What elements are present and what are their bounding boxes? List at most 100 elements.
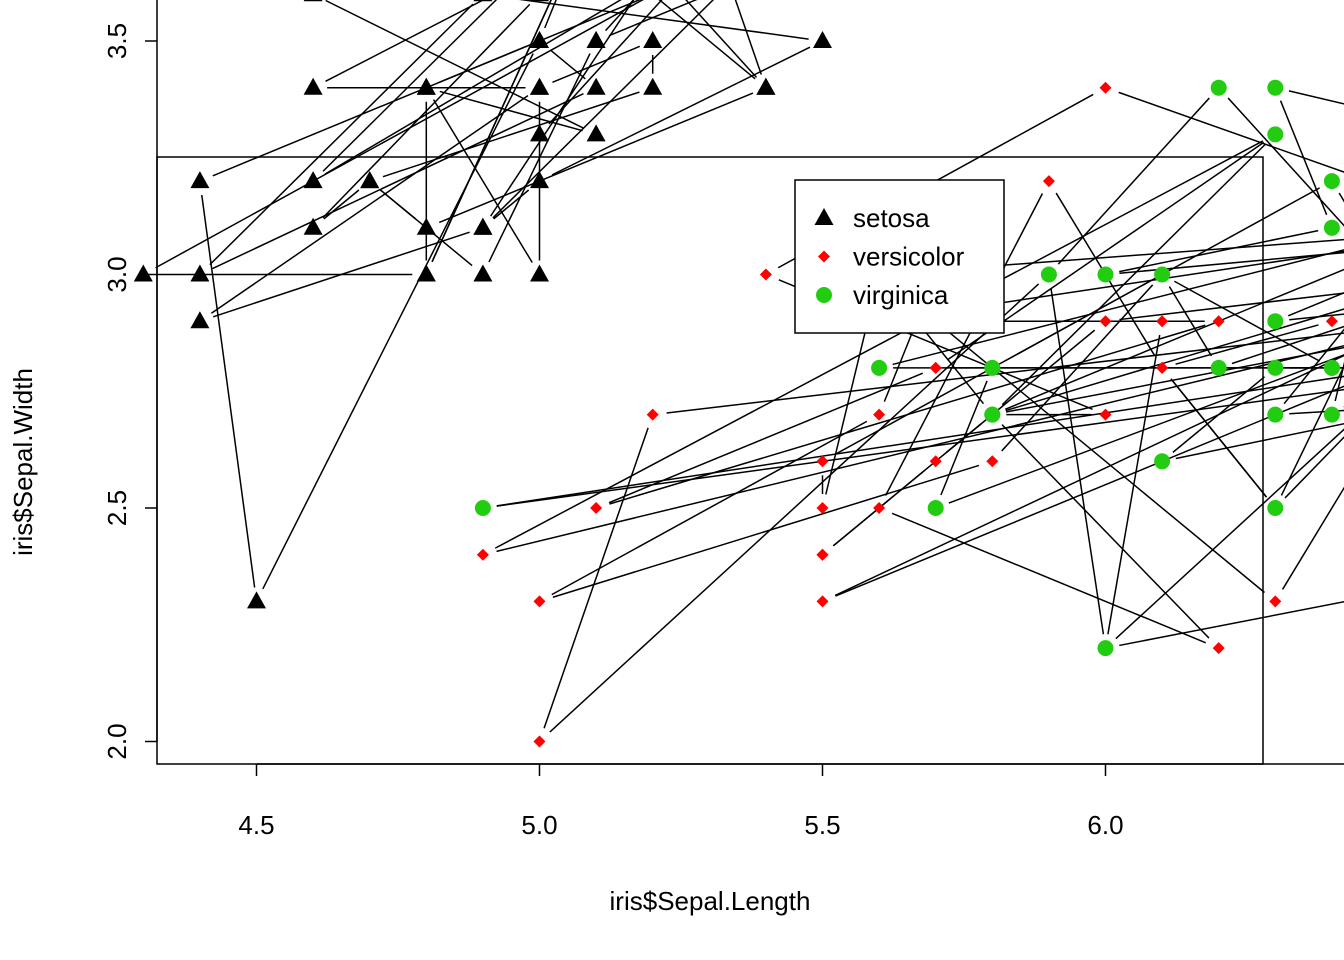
- versicolor-segment: [549, 283, 1040, 733]
- versicolor-point: [929, 455, 942, 468]
- x-tick-label: 6.0: [1087, 810, 1123, 840]
- setosa-segment: [658, 0, 756, 80]
- versicolor-segment: [1170, 378, 1268, 498]
- setosa-segment: [212, 92, 584, 270]
- virginica-segment: [1174, 280, 1320, 362]
- setosa-segment: [155, 0, 644, 269]
- versicolor-segment: [1001, 424, 1210, 639]
- virginica-point: [1267, 359, 1284, 376]
- setosa-segment: [439, 90, 583, 132]
- setosa-point: [303, 217, 323, 235]
- versicolor-point: [816, 595, 829, 608]
- versicolor-point: [1269, 595, 1282, 608]
- virginica-point: [1267, 313, 1284, 330]
- legend-virginica-marker: [816, 287, 832, 303]
- setosa-point: [303, 0, 323, 2]
- y-tick-label: 3.5: [102, 23, 132, 59]
- virginica-segment: [1280, 364, 1344, 496]
- setosa-segment: [201, 194, 256, 588]
- setosa-point: [303, 77, 323, 95]
- setosa-point: [586, 31, 606, 48]
- virginica-segment: [1005, 346, 1344, 413]
- versicolor-point: [1156, 361, 1169, 374]
- virginica-point: [1323, 359, 1340, 376]
- versicolor-point: [1099, 81, 1112, 94]
- setosa-point: [530, 124, 549, 142]
- versicolor-point: [646, 408, 659, 421]
- versicolor-segment: [551, 420, 868, 596]
- y-axis-title: iris$Sepal.Width: [8, 368, 38, 556]
- versicolor-point: [1099, 408, 1112, 421]
- setosa-point: [133, 264, 153, 282]
- virginica-point: [1210, 359, 1227, 376]
- setosa-point: [530, 0, 549, 2]
- versicolor-segment: [832, 422, 982, 547]
- virginica-point: [1267, 500, 1284, 516]
- x-tick-label: 5.5: [804, 810, 840, 840]
- setosa-segment: [685, 0, 758, 78]
- virginica-segment: [892, 249, 1344, 366]
- virginica-point: [1097, 266, 1114, 283]
- setosa-segment: [431, 0, 552, 263]
- setosa-segment: [734, 0, 763, 75]
- versicolor-segment: [1050, 288, 1105, 635]
- setosa-segment: [382, 91, 640, 178]
- versicolor-point: [873, 408, 886, 421]
- setosa-segment: [552, 45, 641, 84]
- setosa-segment: [492, 0, 715, 219]
- setosa-segment: [212, 45, 527, 177]
- x-axis-title: iris$Sepal.Length: [610, 886, 811, 916]
- setosa-point: [190, 311, 210, 329]
- versicolor-point: [816, 548, 829, 561]
- virginica-segment: [1168, 286, 1213, 357]
- versicolor-segment: [1175, 324, 1319, 365]
- versicolor-point: [1099, 315, 1112, 328]
- virginica-point: [1097, 640, 1114, 657]
- setosa-segment: [323, 189, 360, 220]
- versicolor-segment: [1281, 486, 1344, 590]
- virginica-segment: [948, 354, 1344, 504]
- legend-setosa-label: setosa: [853, 203, 930, 233]
- setosa-segment: [211, 95, 529, 314]
- versicolor-segment: [609, 324, 1206, 505]
- versicolor-segment: [543, 427, 649, 729]
- setosa-point: [530, 264, 549, 282]
- setosa-point: [530, 171, 549, 189]
- setosa-segment: [380, 189, 416, 220]
- setosa-segment: [548, 0, 663, 125]
- virginica-point: [1267, 126, 1284, 143]
- virginica-point: [1040, 266, 1057, 283]
- virginica-segment: [496, 388, 1344, 507]
- setosa-point: [416, 77, 436, 95]
- virginica-segment: [940, 380, 988, 496]
- legend-versicolor-label: versicolor: [853, 242, 965, 272]
- virginica-segment: [1115, 428, 1344, 640]
- virginica-segment: [1175, 423, 1344, 460]
- setosa-point: [303, 171, 323, 189]
- legend-virginica-label: virginica: [853, 280, 949, 310]
- setosa-point: [473, 264, 493, 282]
- setosa-segment: [551, 46, 811, 176]
- versicolor-segment: [835, 385, 1344, 597]
- versicolor-segment: [608, 372, 924, 504]
- versicolor-point: [476, 548, 489, 561]
- setosa-point: [530, 31, 549, 48]
- setosa-point: [473, 217, 493, 235]
- versicolor-segment: [552, 464, 980, 598]
- setosa-point: [190, 264, 210, 282]
- setosa-point: [416, 217, 436, 235]
- virginica-point: [927, 500, 944, 516]
- setosa-segment: [262, 53, 534, 590]
- virginica-point: [1323, 406, 1340, 423]
- setosa-point: [643, 31, 663, 48]
- setosa-point: [643, 77, 663, 95]
- versicolor-point: [759, 268, 772, 281]
- virginica-point: [474, 500, 491, 516]
- virginica-segment: [1119, 251, 1344, 274]
- virginica-point: [984, 406, 1001, 423]
- virginica-point: [1210, 79, 1227, 96]
- virginica-segment: [1172, 376, 1265, 453]
- virginica-segment: [1119, 601, 1344, 647]
- virginica-segment: [1287, 292, 1344, 317]
